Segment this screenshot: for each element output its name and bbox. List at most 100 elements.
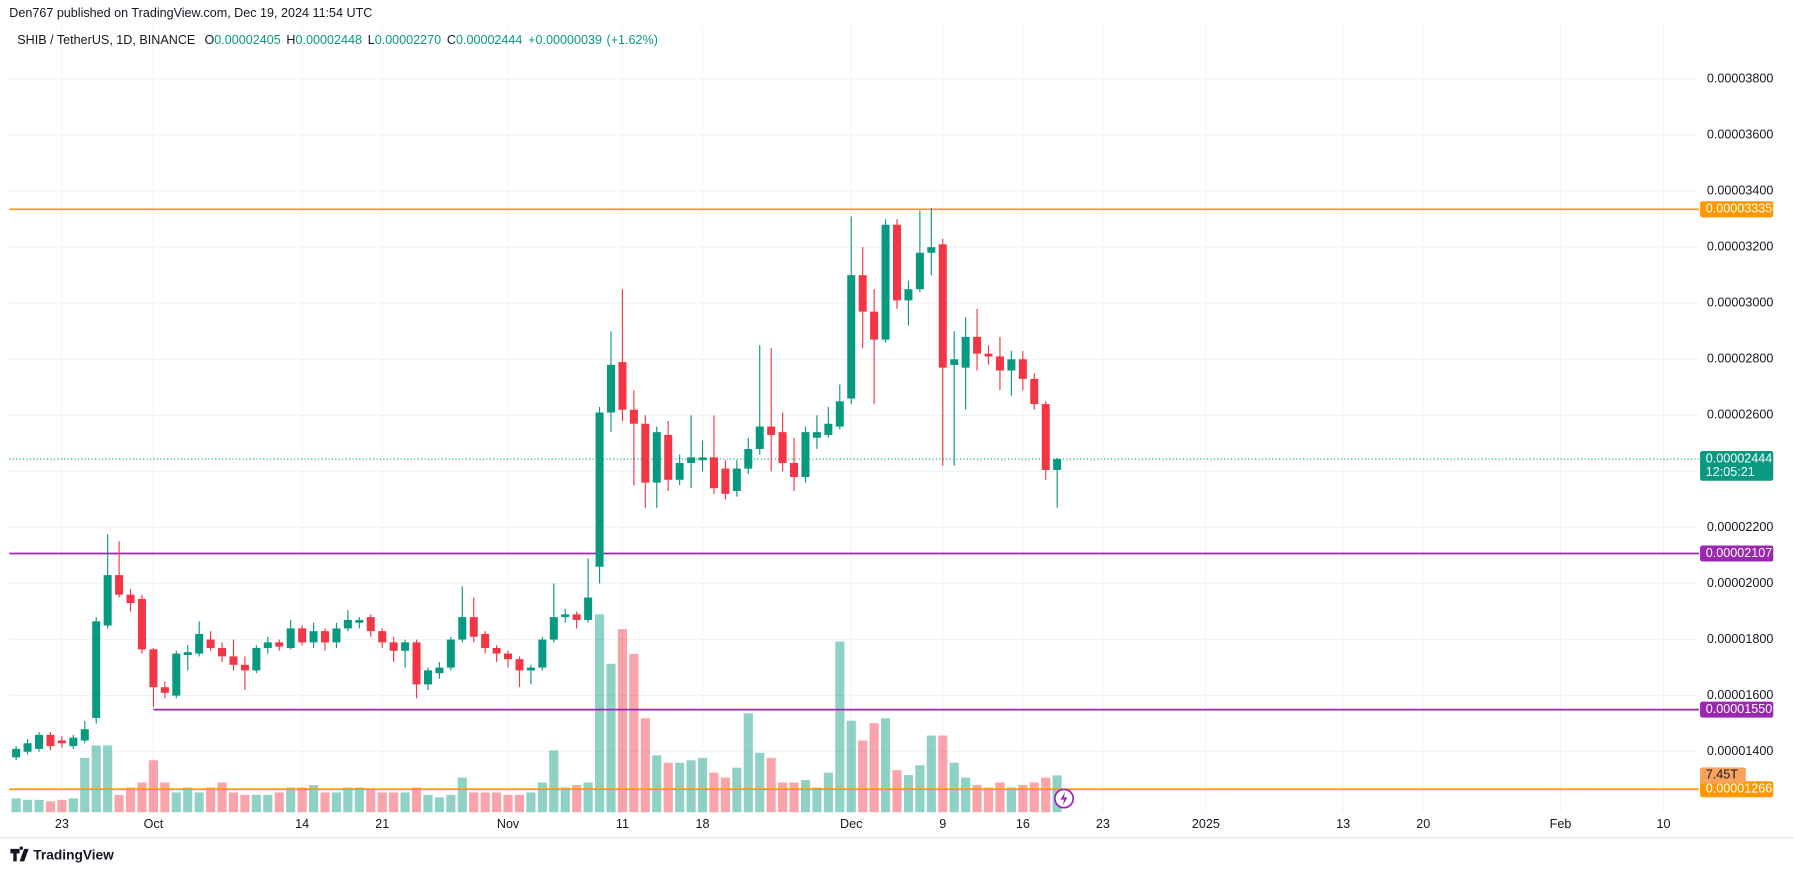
volume-bar [45, 801, 56, 813]
volume-bar [743, 713, 753, 813]
volume-bar [778, 782, 788, 813]
volume-bar [686, 760, 696, 813]
candle-body [595, 412, 604, 567]
candle-body [115, 575, 124, 595]
candle-body [1053, 459, 1062, 470]
candle-body [561, 614, 570, 618]
x-tick-label: 10 [1656, 817, 1670, 831]
candle-body [401, 642, 410, 651]
last-price-badge-box [1700, 451, 1774, 481]
y-tick-label: 0.00002000 [1707, 576, 1773, 590]
x-tick-label: 2025 [1192, 817, 1220, 831]
candle-body [790, 462, 799, 477]
candle-body [458, 617, 467, 640]
candle-body [137, 598, 146, 650]
x-tick-label: 9 [939, 817, 946, 831]
candle-body [778, 432, 787, 463]
volume-bar [286, 787, 296, 813]
volume-bar [995, 782, 1005, 813]
candle-body [904, 289, 913, 301]
volume-bar [240, 794, 250, 813]
candle-body [275, 642, 284, 647]
candle-body [881, 224, 890, 340]
candle-body [286, 628, 295, 648]
y-tick-label: 0.00002600 [1707, 408, 1773, 422]
candle-body [709, 457, 718, 489]
candle-body [915, 252, 924, 290]
volume-bar [492, 792, 502, 813]
volume-bar [846, 720, 856, 813]
symbol: SHIB / TetherUS, 1D, BINANCE [17, 34, 195, 48]
volume-bar [423, 794, 433, 813]
candle-body [984, 353, 993, 357]
volume-bar [869, 723, 879, 813]
candle-body [835, 401, 844, 427]
volume-bar [663, 762, 673, 813]
volume-bar [549, 750, 559, 813]
ohlc-value: 0.00002405 [214, 34, 280, 48]
candle-body [572, 614, 581, 620]
candle-body [343, 619, 352, 629]
y-tick-label: 0.00001400 [1707, 744, 1773, 758]
candle-body [584, 597, 593, 620]
volume-bar [320, 792, 330, 813]
volume-bar [606, 663, 616, 813]
volume-bar [251, 794, 261, 813]
volume-bar [23, 799, 33, 813]
x-tick-label: Oct [144, 817, 164, 831]
candle-body [721, 468, 730, 494]
volume-bar [125, 787, 136, 813]
last-price-badge-text: 0.00002444 [1706, 451, 1772, 465]
lightning-icon [1054, 788, 1075, 809]
x-tick-label: Feb [1550, 817, 1572, 831]
ohlc-value: 0.00002448 [296, 34, 362, 48]
volume-bar [446, 794, 456, 813]
level-badge-text: 0.00001550 [1706, 702, 1772, 716]
candle-body [69, 737, 78, 747]
y-tick-label: 0.00001800 [1707, 632, 1773, 646]
volume-bar [961, 777, 971, 813]
candle-body [12, 748, 21, 758]
volume-bar [835, 641, 845, 813]
volume-bar [514, 794, 525, 813]
candle-body [515, 659, 524, 671]
countdown: 12:05:21 [1706, 465, 1755, 479]
volume-bar [57, 799, 67, 813]
candle-body [103, 575, 112, 626]
volume-bar [949, 762, 959, 813]
volume-bar [880, 718, 891, 813]
volume-bar [411, 787, 422, 813]
level-badge-box [1700, 701, 1774, 718]
volume-bar [629, 653, 639, 813]
x-tick-label: 23 [55, 817, 69, 831]
candle-body [973, 336, 982, 354]
volume-bar [148, 760, 158, 813]
candle-body [321, 631, 330, 643]
x-tick-label: 18 [696, 817, 710, 831]
volume-bar [263, 794, 273, 813]
level-badge-box [1700, 781, 1774, 798]
level-badge-text: 0.00001266 [1706, 782, 1772, 796]
candle-body [309, 631, 318, 643]
x-tick-label: 13 [1336, 817, 1350, 831]
y-tick-label: 0.00003000 [1707, 296, 1773, 310]
volume-bar [377, 792, 387, 813]
price-levels [9, 208, 1699, 791]
x-tick-label: 20 [1416, 817, 1430, 831]
volume-bar [228, 792, 239, 813]
volume-bar [640, 718, 650, 813]
volume-bar [675, 762, 685, 813]
candle-body [195, 633, 204, 654]
candle-body [927, 247, 936, 253]
volume-bar [697, 757, 708, 813]
volume-bar [1029, 782, 1039, 813]
candle-body [435, 667, 444, 674]
volume-bar [755, 752, 765, 813]
x-tick-label: 21 [375, 817, 389, 831]
candle-body [870, 311, 879, 340]
ohlc-key: H [286, 34, 295, 48]
candle-body [92, 621, 101, 719]
candle-body [607, 364, 616, 413]
ohlc-legend: SHIB / TetherUS, 1D, BINANCE O0.00002405 H… [17, 34, 658, 48]
